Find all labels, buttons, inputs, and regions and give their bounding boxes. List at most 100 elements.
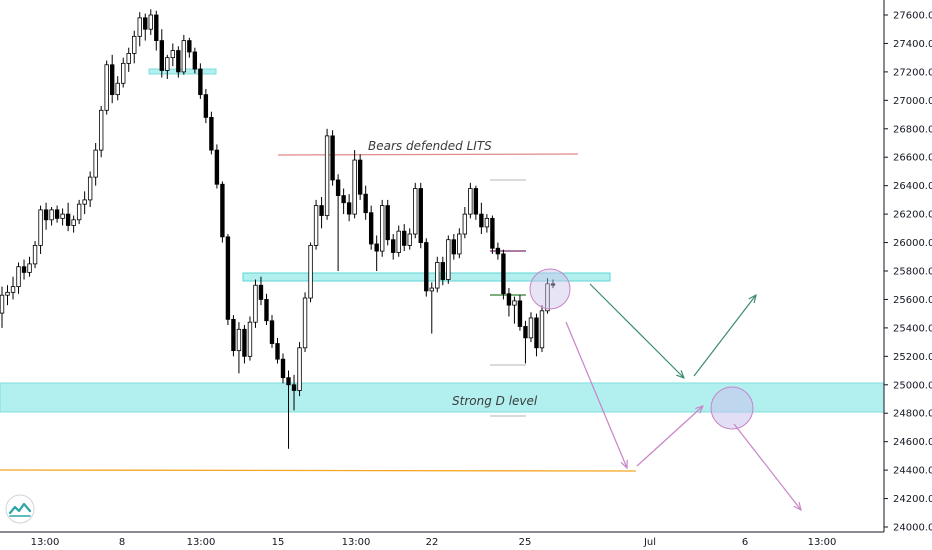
candle-body[interactable] xyxy=(165,57,170,71)
candle-body[interactable] xyxy=(352,159,357,215)
candle-body[interactable] xyxy=(297,347,302,391)
tradingview-logo-icon[interactable] xyxy=(5,494,35,524)
candle-body[interactable] xyxy=(302,297,308,349)
candle-body[interactable] xyxy=(495,247,501,255)
candle-body[interactable] xyxy=(517,300,523,327)
candle-body[interactable] xyxy=(545,283,550,312)
candle-body[interactable] xyxy=(468,188,473,215)
candle-body[interactable] xyxy=(534,317,539,349)
candle-body[interactable] xyxy=(10,286,16,293)
candle-body[interactable] xyxy=(308,244,313,299)
candle-body[interactable] xyxy=(93,149,98,178)
candle-body[interactable] xyxy=(137,17,142,37)
candle-body[interactable] xyxy=(181,40,187,73)
candle-body[interactable] xyxy=(236,328,242,352)
candle-body[interactable] xyxy=(402,230,407,246)
candle-body[interactable] xyxy=(291,384,297,391)
candle-body[interactable] xyxy=(407,233,412,246)
candle-body[interactable] xyxy=(198,68,203,96)
candle-body[interactable] xyxy=(357,159,363,195)
candle-body[interactable] xyxy=(368,212,374,245)
candle-body[interactable] xyxy=(446,239,451,280)
candle-body[interactable] xyxy=(269,320,275,344)
candle-body[interactable] xyxy=(209,117,214,151)
candle-body[interactable] xyxy=(313,205,319,246)
candle-body[interactable] xyxy=(490,217,495,249)
candle-body[interactable] xyxy=(82,199,87,205)
candle-body[interactable] xyxy=(341,195,346,204)
candle-body[interactable] xyxy=(286,377,291,386)
support-line[interactable] xyxy=(0,469,637,472)
candle-body[interactable] xyxy=(0,294,5,314)
candle-body[interactable] xyxy=(258,284,264,300)
candle-body[interactable] xyxy=(435,262,440,289)
candle-body[interactable] xyxy=(457,233,462,255)
candle-body[interactable] xyxy=(324,135,330,216)
candle-body[interactable] xyxy=(148,14,153,30)
candle-body[interactable] xyxy=(363,193,368,214)
candle-body[interactable] xyxy=(479,213,484,228)
candle-body[interactable] xyxy=(275,343,280,360)
candle-body[interactable] xyxy=(429,287,434,292)
candle-body[interactable] xyxy=(280,358,286,379)
candle-body[interactable] xyxy=(512,300,517,306)
candle-body[interactable] xyxy=(126,53,131,64)
candle-body[interactable] xyxy=(220,183,225,238)
candle-body[interactable] xyxy=(391,239,396,253)
candle-body[interactable] xyxy=(110,64,115,96)
candle-body[interactable] xyxy=(539,310,545,349)
candle-body[interactable] xyxy=(330,135,335,181)
candle-body[interactable] xyxy=(154,14,159,42)
candle-body[interactable] xyxy=(5,291,10,296)
candle-body[interactable] xyxy=(264,299,269,322)
candle-body[interactable] xyxy=(253,284,258,323)
candle-body[interactable] xyxy=(159,40,164,71)
candle-body[interactable] xyxy=(170,50,176,59)
candle-body[interactable] xyxy=(98,109,104,151)
candle-body[interactable] xyxy=(121,62,126,84)
candle-body[interactable] xyxy=(21,266,27,273)
time-axis[interactable]: 13:00 8 13:00 15 13:00 22 25 Jul 6 13:00 xyxy=(31,537,837,548)
candle-body[interactable] xyxy=(231,318,236,352)
candle-body[interactable] xyxy=(76,203,82,221)
purple-path-segment-2[interactable] xyxy=(636,406,703,467)
candle-body[interactable] xyxy=(225,236,231,320)
purple-path-segment-1[interactable] xyxy=(565,321,627,468)
purple-path-segment-3[interactable] xyxy=(733,423,801,510)
candle-body[interactable] xyxy=(319,205,324,216)
candle-body[interactable] xyxy=(192,51,198,70)
candle-body[interactable] xyxy=(528,317,534,339)
candle-body[interactable] xyxy=(413,188,418,235)
candle-body[interactable] xyxy=(374,243,379,252)
candle-body[interactable] xyxy=(506,293,512,306)
candle-body[interactable] xyxy=(54,209,60,219)
candle-body[interactable] xyxy=(38,209,43,246)
candle-body[interactable] xyxy=(104,64,109,111)
candle-body[interactable] xyxy=(60,213,65,219)
candle-body[interactable] xyxy=(187,40,192,53)
candle-body[interactable] xyxy=(65,213,71,226)
candle-body[interactable] xyxy=(247,321,253,357)
candle-body[interactable] xyxy=(346,202,352,215)
candle-body[interactable] xyxy=(523,326,528,339)
circle-highlight-target[interactable] xyxy=(710,386,754,430)
candle-body[interactable] xyxy=(214,149,220,185)
green-path-segment-1[interactable] xyxy=(589,283,684,378)
candle-body[interactable] xyxy=(143,17,148,30)
candle-body[interactable] xyxy=(115,82,120,96)
candle-body[interactable] xyxy=(242,328,247,357)
candle-body[interactable] xyxy=(132,35,137,54)
candle-body[interactable] xyxy=(71,219,76,226)
candle-body[interactable] xyxy=(501,253,506,295)
candle-body[interactable] xyxy=(424,242,429,292)
candle-body[interactable] xyxy=(396,230,401,253)
price-axis[interactable]: 27600.00 27400.00 27200.00 27000.00 26800.00… xyxy=(884,11,932,534)
candle-body[interactable] xyxy=(418,188,423,243)
candle-body[interactable] xyxy=(385,205,390,241)
candle-body[interactable] xyxy=(451,239,457,255)
circle-highlight-current[interactable] xyxy=(529,268,571,310)
candle-body[interactable] xyxy=(32,244,38,265)
candle-body[interactable] xyxy=(484,217,490,228)
candle-body[interactable] xyxy=(49,209,54,221)
